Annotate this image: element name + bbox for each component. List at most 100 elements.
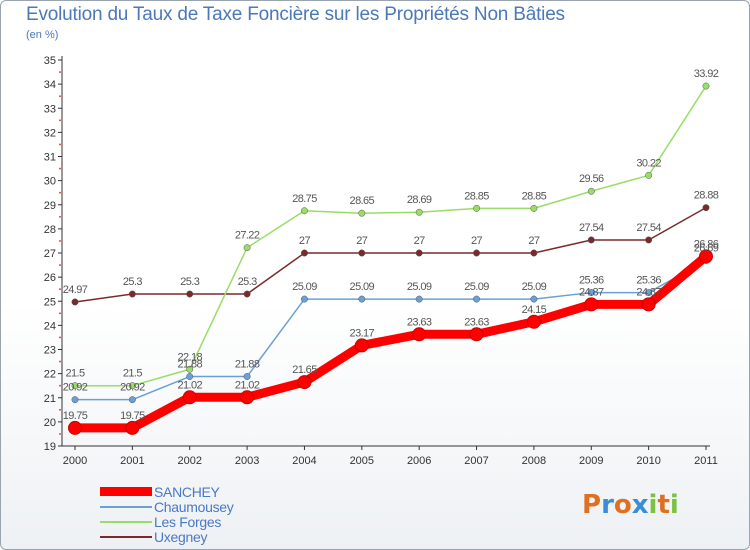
data-label: 27 — [414, 235, 426, 247]
y-minor-tick — [59, 384, 61, 387]
data-label: 21.88 — [235, 359, 260, 371]
data-point — [128, 290, 136, 298]
y-minor-tick — [59, 191, 61, 194]
data-label: 27.54 — [579, 222, 604, 234]
data-point — [645, 171, 653, 179]
logo-letter: o — [613, 490, 632, 520]
data-label: 23.17 — [350, 327, 375, 339]
data-point — [297, 375, 312, 390]
data-point — [587, 187, 595, 195]
chart-unit-label: (en %) — [26, 29, 59, 41]
x-tick-label: 2001 — [120, 455, 144, 467]
data-point — [358, 249, 366, 257]
data-point — [699, 249, 713, 264]
data-label: 25.09 — [350, 281, 375, 293]
legend-swatch — [100, 487, 152, 496]
y-tick-label: 20 — [44, 417, 56, 429]
data-label: 23.63 — [407, 316, 432, 328]
legend-label: Chaumousey — [154, 498, 234, 515]
data-point — [68, 420, 82, 435]
data-label: 29.56 — [579, 173, 604, 185]
y-minor-tick — [59, 360, 61, 363]
x-tick-label: 2011 — [694, 455, 718, 467]
data-label: 28.85 — [522, 190, 547, 202]
data-point — [473, 204, 480, 212]
data-label: 30.22 — [636, 157, 661, 169]
data-label: 26.86 — [694, 238, 719, 250]
data-label: 28.88 — [694, 190, 719, 202]
y-tick-label: 23 — [44, 345, 56, 357]
data-point — [530, 295, 538, 303]
data-label: 19.75 — [120, 410, 145, 422]
y-minor-tick — [59, 336, 61, 339]
data-point — [584, 297, 599, 312]
x-tick-label: 2004 — [292, 455, 316, 467]
y-tick-label: 35 — [44, 55, 56, 67]
y-tick-label: 34 — [44, 79, 56, 91]
series-line-les-forges — [75, 85, 707, 387]
legend-item: Uxegney — [100, 529, 234, 545]
data-label: 21.02 — [177, 379, 202, 391]
y-tick-label: 24 — [44, 320, 56, 332]
y-minor-tick — [59, 71, 61, 73]
data-label: 21.88 — [177, 359, 202, 371]
y-minor-tick — [59, 433, 61, 435]
data-label: 27 — [528, 235, 540, 247]
y-tick-label: 27 — [44, 248, 56, 260]
series-line-uxegney — [74, 206, 707, 303]
y-minor-tick — [59, 143, 61, 146]
data-label: 33.92 — [694, 68, 719, 80]
legend-label: SANCHEY — [154, 483, 220, 500]
data-label: 24.87 — [579, 286, 604, 298]
y-minor-tick — [59, 95, 61, 98]
data-point — [71, 382, 79, 390]
data-label: 25.36 — [636, 275, 661, 287]
proxiti-logo: Proxiti — [582, 490, 679, 520]
data-label: 24.87 — [636, 286, 661, 298]
data-label: 24.15 — [522, 304, 547, 316]
data-point — [243, 373, 251, 380]
data-point — [473, 249, 480, 257]
y-tick-label: 33 — [44, 103, 56, 115]
data-point — [526, 314, 541, 329]
data-point — [587, 289, 595, 297]
data-label: 28.85 — [464, 190, 489, 202]
y-tick-label: 28 — [44, 224, 56, 236]
data-label: 24.97 — [63, 284, 88, 296]
logo-letter: i — [669, 490, 679, 520]
data-point — [71, 396, 79, 404]
y-tick-label: 31 — [44, 152, 56, 164]
data-label: 25.3 — [238, 276, 257, 288]
chart-legend: SANCHEY Chaumousey Les Forges Uxegney — [100, 483, 234, 545]
legend-swatch — [100, 520, 152, 523]
data-label: 25.09 — [407, 281, 432, 293]
y-tick-label: 22 — [44, 369, 56, 381]
data-label: 19.75 — [63, 410, 88, 422]
data-point — [641, 297, 656, 312]
data-point — [301, 249, 308, 257]
data-label: 25.09 — [292, 281, 317, 293]
data-label: 21.02 — [235, 379, 260, 391]
data-label: 27.22 — [235, 230, 260, 242]
chart-title: Evolution du Taux de Taxe Foncière sur l… — [26, 4, 565, 25]
data-point — [473, 295, 480, 303]
data-label: 25.09 — [464, 281, 489, 293]
data-label: 27.54 — [636, 222, 661, 234]
data-label: 25.09 — [522, 281, 547, 293]
series-line-chaumousey — [75, 259, 707, 401]
data-label: 21.5 — [123, 368, 142, 380]
data-label: 20.92 — [63, 382, 88, 394]
x-tick-label: 2005 — [350, 455, 374, 467]
data-point — [702, 82, 710, 90]
data-point — [645, 236, 653, 244]
data-point — [240, 390, 255, 405]
data-point — [128, 382, 136, 390]
data-label: 21.5 — [65, 368, 84, 380]
data-label: 22.18 — [177, 351, 202, 363]
data-label: 26.69 — [694, 242, 719, 254]
data-point — [530, 204, 538, 212]
data-point — [702, 204, 710, 212]
legend-item: SANCHEY — [100, 483, 234, 500]
